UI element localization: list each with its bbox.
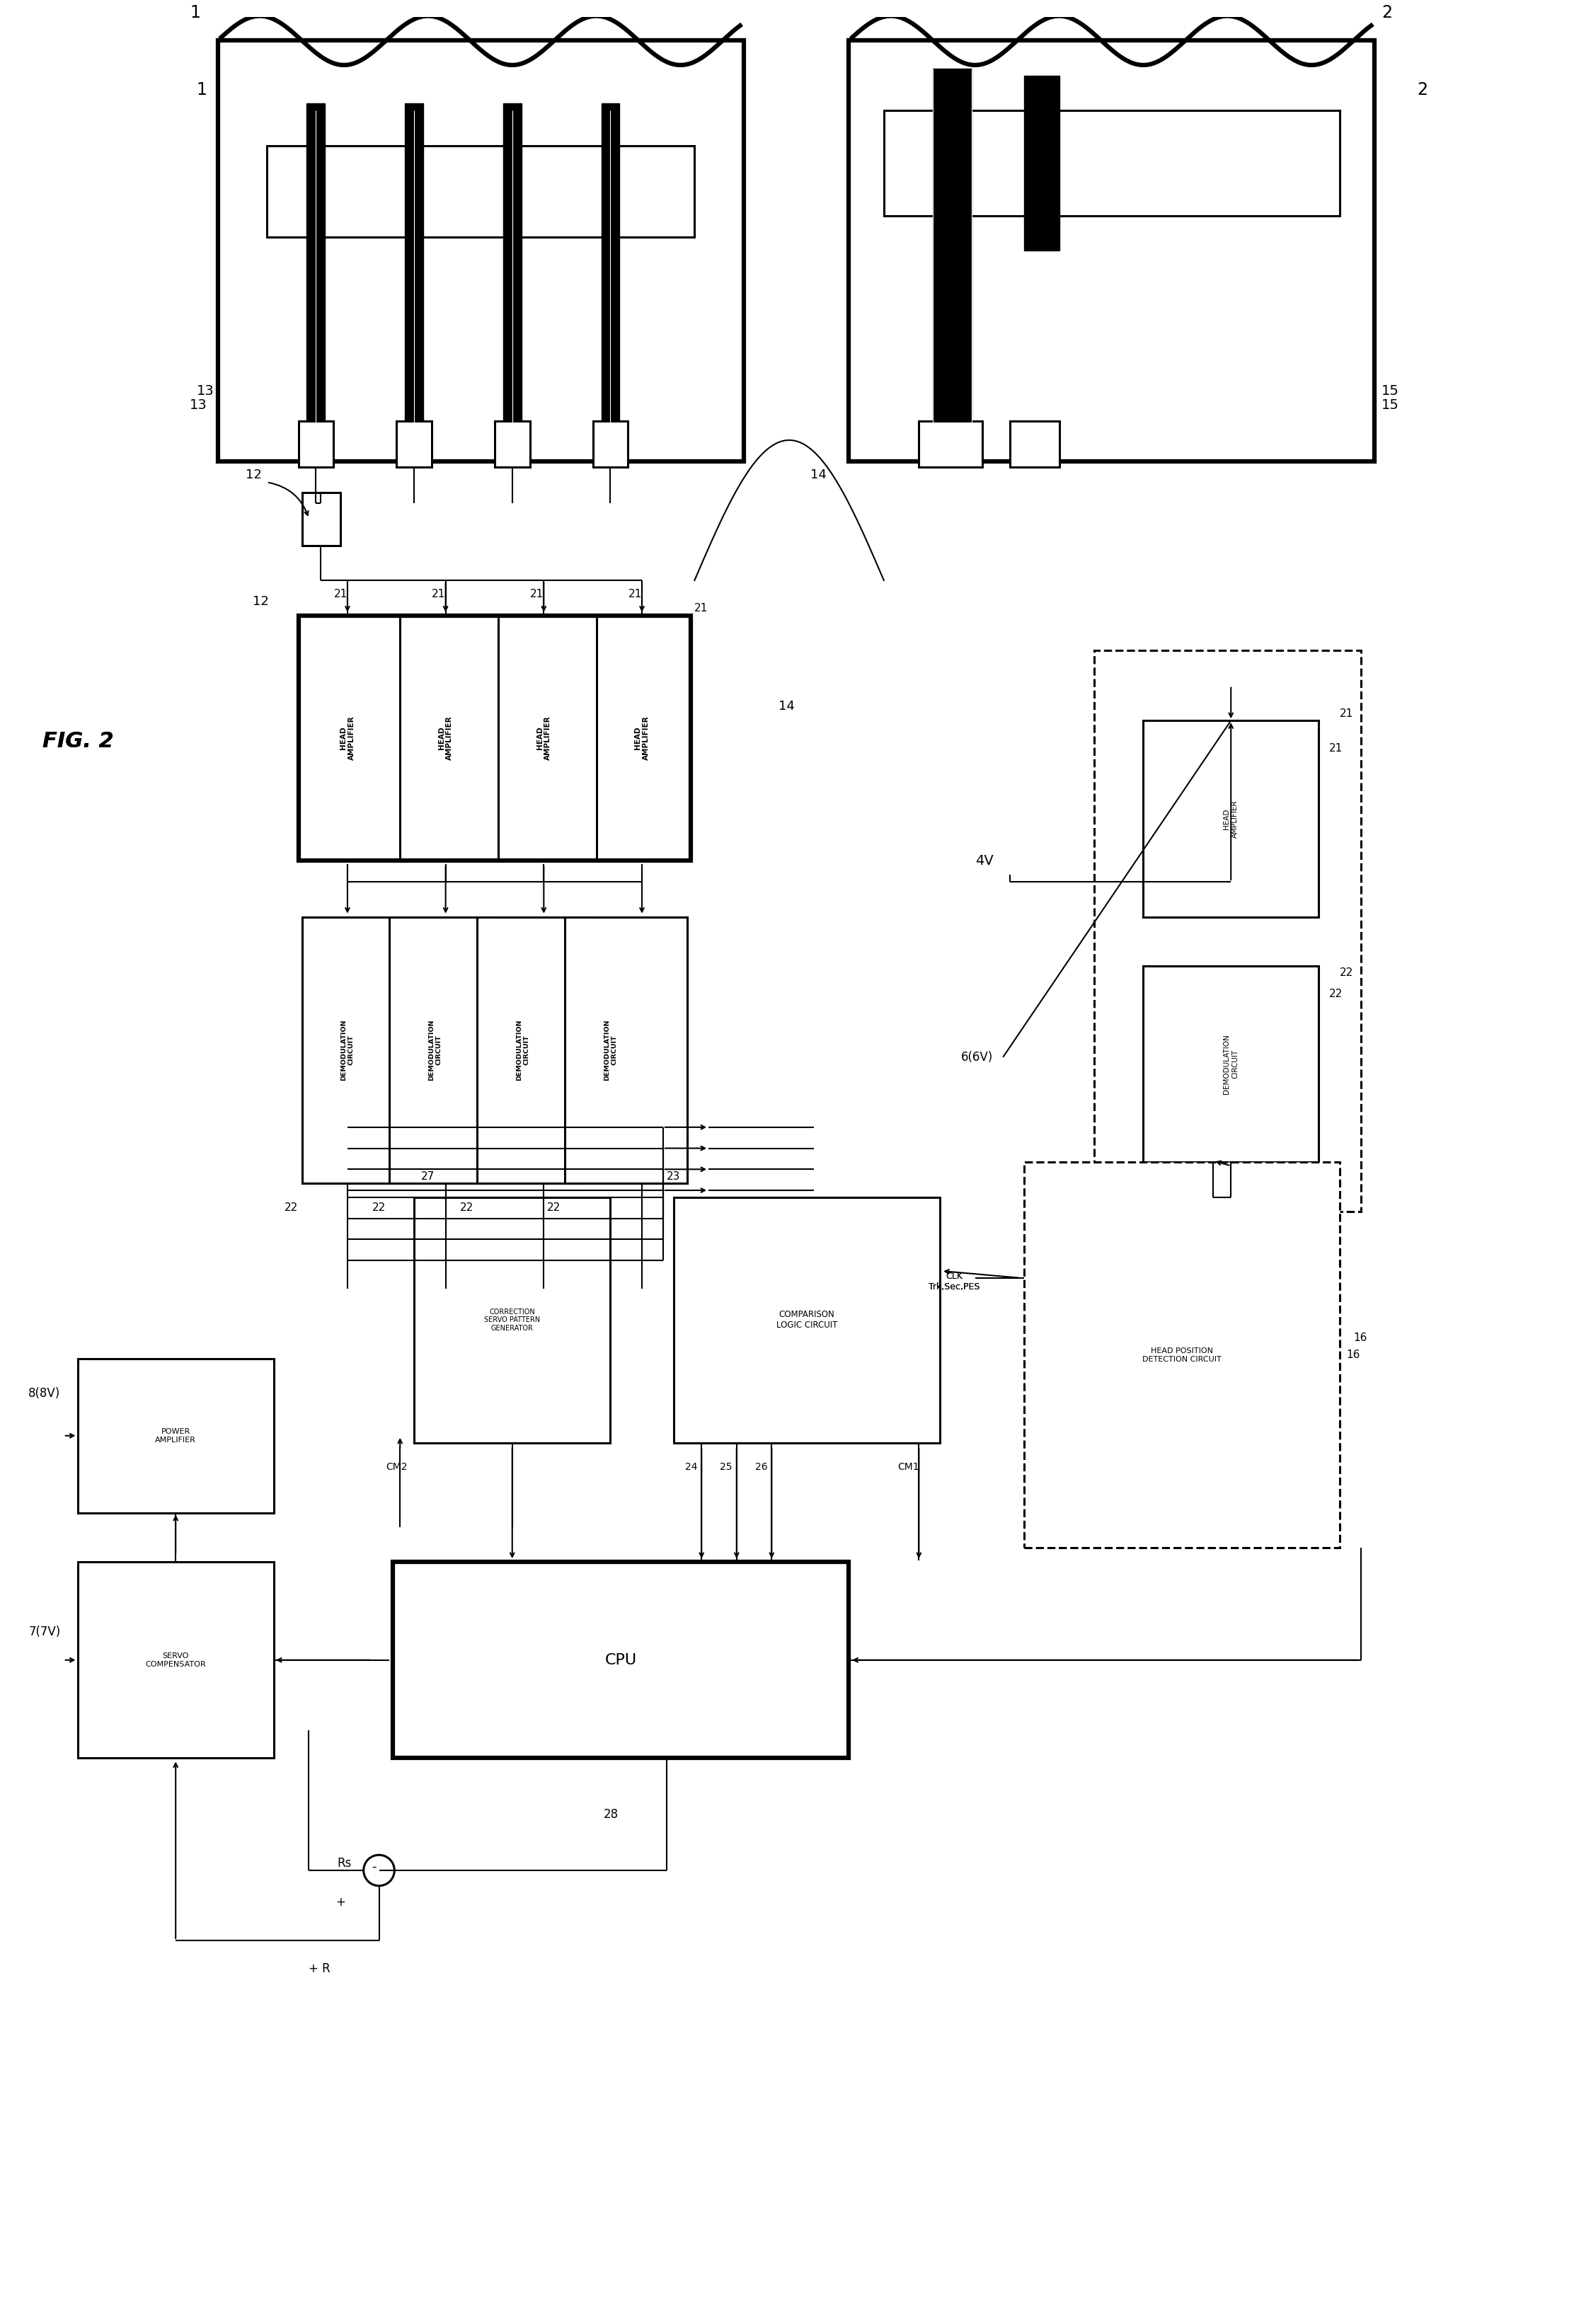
Text: 15: 15 bbox=[1381, 397, 1398, 411]
Bar bbox=[267, 146, 695, 237]
Text: DEMODULATION
CIRCUIT: DEMODULATION CIRCUIT bbox=[340, 1020, 355, 1081]
Text: CLK
Trk,Sec,PES: CLK Trk,Sec,PES bbox=[929, 1271, 980, 1292]
Text: 24: 24 bbox=[684, 1462, 697, 1471]
Bar bbox=[1144, 720, 1319, 918]
Text: HEAD
AMPLIFIER: HEAD AMPLIFIER bbox=[438, 716, 453, 760]
Bar bbox=[503, 105, 522, 453]
Bar bbox=[565, 918, 687, 1183]
Bar bbox=[1095, 651, 1360, 1211]
Text: 26: 26 bbox=[754, 1462, 767, 1471]
Bar bbox=[393, 1562, 848, 1759]
Text: 21: 21 bbox=[431, 588, 445, 600]
Text: 23: 23 bbox=[667, 1171, 681, 1181]
Text: 22: 22 bbox=[285, 1202, 298, 1213]
Text: CORRECTION
SERVO PATTERN
GENERATOR: CORRECTION SERVO PATTERN GENERATOR bbox=[484, 1308, 541, 1332]
Text: 1: 1 bbox=[189, 5, 200, 21]
Bar bbox=[1144, 967, 1319, 1162]
Text: 12: 12 bbox=[253, 595, 269, 609]
Text: 8(8V): 8(8V) bbox=[29, 1387, 60, 1399]
Bar bbox=[848, 40, 1375, 460]
Text: HEAD
AMPLIFIER: HEAD AMPLIFIER bbox=[340, 716, 355, 760]
Bar bbox=[673, 1197, 940, 1443]
Text: CLK
Trk,Sec,PES: CLK Trk,Sec,PES bbox=[929, 1271, 980, 1292]
Text: 22: 22 bbox=[1340, 967, 1354, 978]
Text: 15: 15 bbox=[1381, 383, 1398, 397]
Text: POWER
AMPLIFIER: POWER AMPLIFIER bbox=[156, 1427, 196, 1443]
Bar bbox=[396, 421, 431, 467]
Text: DEMODULATION
CIRCUIT: DEMODULATION CIRCUIT bbox=[603, 1020, 617, 1081]
Bar bbox=[302, 918, 393, 1183]
Text: FIG. 2: FIG. 2 bbox=[43, 732, 113, 753]
Bar bbox=[307, 105, 325, 453]
Bar bbox=[78, 1360, 274, 1513]
Text: + R: + R bbox=[309, 1961, 331, 1975]
Bar bbox=[1010, 421, 1060, 467]
Text: 21: 21 bbox=[334, 588, 347, 600]
Text: Rs: Rs bbox=[337, 1857, 352, 1871]
Text: -: - bbox=[372, 1862, 377, 1873]
Text: 12: 12 bbox=[245, 469, 263, 481]
Text: 22: 22 bbox=[547, 1202, 562, 1213]
Text: 21: 21 bbox=[695, 604, 708, 614]
Bar bbox=[932, 67, 972, 453]
Text: 22: 22 bbox=[372, 1202, 385, 1213]
Bar bbox=[920, 421, 982, 467]
Bar bbox=[78, 1562, 274, 1759]
Bar bbox=[299, 421, 334, 467]
Text: 22: 22 bbox=[460, 1202, 473, 1213]
Text: 1: 1 bbox=[197, 81, 207, 98]
Text: 21: 21 bbox=[1328, 744, 1343, 753]
Text: 21: 21 bbox=[1340, 709, 1354, 718]
Text: 21: 21 bbox=[628, 588, 641, 600]
Bar bbox=[299, 616, 690, 860]
Text: 7(7V): 7(7V) bbox=[29, 1627, 60, 1638]
Text: 22: 22 bbox=[1328, 988, 1343, 999]
Bar bbox=[406, 105, 423, 453]
Text: COMPARISON
LOGIC CIRCUIT: COMPARISON LOGIC CIRCUIT bbox=[776, 1311, 837, 1329]
Text: 16: 16 bbox=[1354, 1332, 1367, 1343]
Text: HEAD
AMPLIFIER: HEAD AMPLIFIER bbox=[1223, 799, 1238, 837]
Text: +: + bbox=[336, 1896, 345, 1908]
Text: CM1: CM1 bbox=[897, 1462, 920, 1471]
Text: CM2: CM2 bbox=[387, 1462, 407, 1471]
Text: HEAD
AMPLIFIER: HEAD AMPLIFIER bbox=[536, 716, 552, 760]
Bar bbox=[593, 421, 628, 467]
Bar bbox=[1025, 77, 1060, 251]
Text: DEMODULATION
CIRCUIT: DEMODULATION CIRCUIT bbox=[1223, 1034, 1238, 1095]
Text: 21: 21 bbox=[530, 588, 544, 600]
Bar bbox=[495, 421, 530, 467]
Text: 6(6V): 6(6V) bbox=[961, 1050, 993, 1064]
Bar bbox=[302, 493, 340, 546]
Text: 28: 28 bbox=[603, 1808, 619, 1820]
Text: 2: 2 bbox=[1416, 81, 1427, 98]
Text: 13: 13 bbox=[197, 383, 215, 397]
Bar bbox=[477, 918, 589, 1183]
Text: CPU: CPU bbox=[605, 1652, 636, 1666]
Text: 14: 14 bbox=[810, 469, 826, 481]
Text: DEMODULATION
CIRCUIT: DEMODULATION CIRCUIT bbox=[515, 1020, 530, 1081]
Text: FIG. 2: FIG. 2 bbox=[43, 732, 113, 753]
Text: 25: 25 bbox=[719, 1462, 732, 1471]
Bar bbox=[601, 105, 619, 453]
Text: 13: 13 bbox=[189, 397, 207, 411]
Bar bbox=[218, 40, 743, 460]
Bar bbox=[390, 918, 492, 1183]
Text: 27: 27 bbox=[422, 1171, 434, 1181]
Text: 4V: 4V bbox=[975, 855, 993, 867]
Text: SERVO
COMPENSATOR: SERVO COMPENSATOR bbox=[145, 1652, 205, 1669]
Bar bbox=[414, 1197, 611, 1443]
Bar bbox=[885, 112, 1340, 216]
Text: DEMODULATION
CIRCUIT: DEMODULATION CIRCUIT bbox=[428, 1020, 442, 1081]
Text: 14: 14 bbox=[778, 700, 796, 713]
Text: 16: 16 bbox=[1346, 1350, 1360, 1360]
Text: HEAD
AMPLIFIER: HEAD AMPLIFIER bbox=[635, 716, 649, 760]
Text: HEAD POSITION
DETECTION CIRCUIT: HEAD POSITION DETECTION CIRCUIT bbox=[1142, 1348, 1222, 1362]
Text: 2: 2 bbox=[1381, 5, 1392, 21]
Bar bbox=[1025, 1162, 1340, 1548]
